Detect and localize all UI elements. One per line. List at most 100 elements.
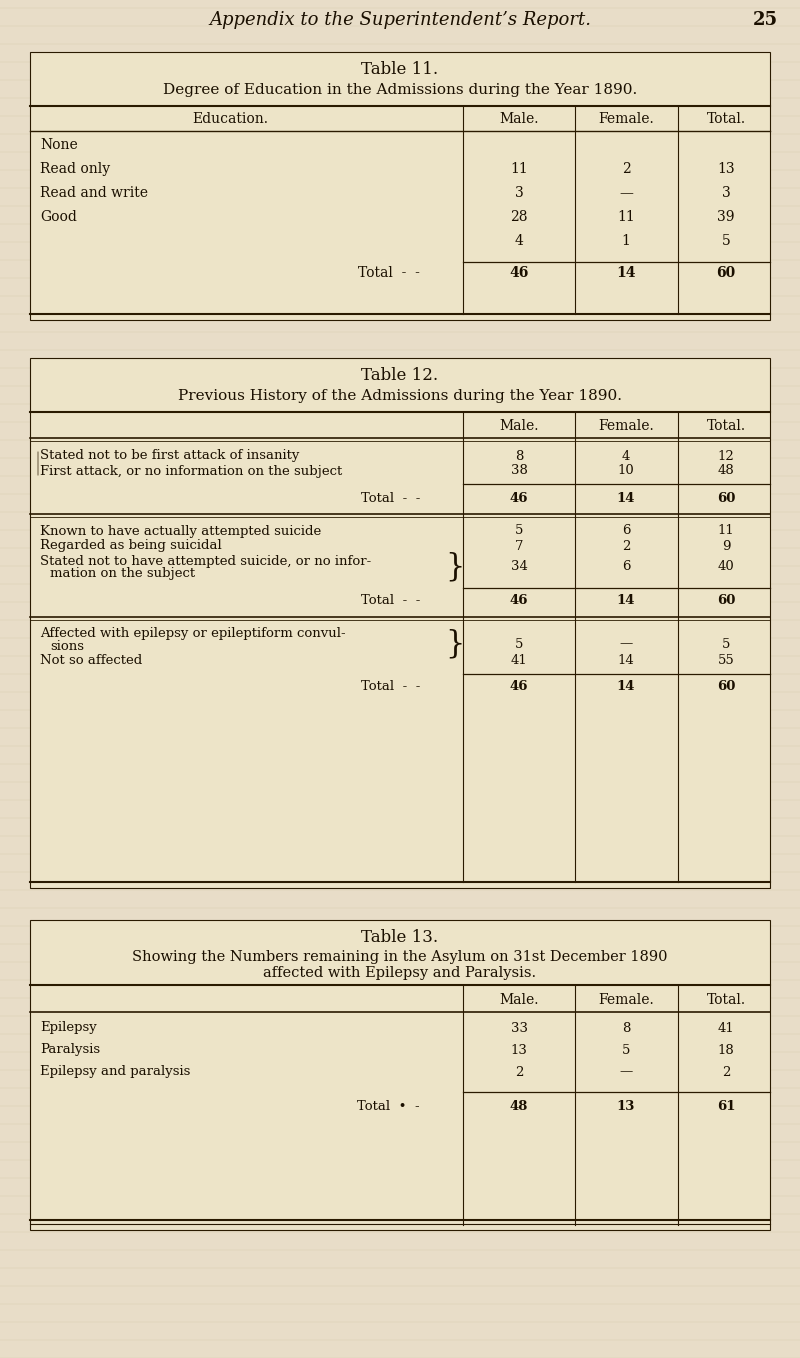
Text: 4: 4	[514, 234, 523, 249]
Text: —: —	[619, 1066, 633, 1078]
Bar	[30, 359, 770, 888]
Text: 5: 5	[722, 234, 730, 249]
Text: affected with Epilepsy and Paralysis.: affected with Epilepsy and Paralysis.	[263, 966, 537, 980]
Text: 11: 11	[510, 162, 528, 177]
Text: }: }	[446, 551, 465, 583]
Text: 34: 34	[510, 561, 527, 573]
Text: Education.: Education.	[192, 111, 268, 126]
Text: Table 11.: Table 11.	[362, 61, 438, 79]
Text: 60: 60	[717, 492, 735, 505]
Text: Male.: Male.	[499, 993, 538, 1008]
Text: 5: 5	[515, 637, 523, 650]
Text: Epilepsy: Epilepsy	[40, 1021, 97, 1035]
Text: 25: 25	[753, 11, 778, 29]
Text: 2: 2	[622, 162, 630, 177]
Text: Appendix to the Superintendent’s Report.: Appendix to the Superintendent’s Report.	[209, 11, 591, 29]
Text: 4: 4	[622, 449, 630, 463]
Text: 61: 61	[717, 1100, 735, 1112]
Text: Regarded as being suicidal: Regarded as being suicidal	[40, 539, 222, 553]
Text: Paralysis: Paralysis	[40, 1043, 100, 1057]
Text: 18: 18	[718, 1043, 734, 1057]
Text: Showing the Numbers remaining in the Asylum on 31st December 1890: Showing the Numbers remaining in the Asy…	[132, 951, 668, 964]
Text: 8: 8	[622, 1021, 630, 1035]
Text: 1: 1	[622, 234, 630, 249]
Text: Female.: Female.	[598, 420, 654, 433]
Text: sions: sions	[50, 641, 84, 653]
Text: 14: 14	[617, 680, 635, 694]
Text: Table 12.: Table 12.	[362, 368, 438, 384]
Text: 5: 5	[622, 1043, 630, 1057]
Text: 60: 60	[717, 595, 735, 607]
Text: Total  -  -: Total - -	[361, 492, 420, 505]
Text: Not so affected: Not so affected	[40, 655, 142, 668]
Text: Known to have actually attempted suicide: Known to have actually attempted suicide	[40, 524, 322, 538]
Text: 5: 5	[722, 637, 730, 650]
Text: 41: 41	[718, 1021, 734, 1035]
Text: Total.: Total.	[706, 993, 746, 1008]
Text: 55: 55	[718, 655, 734, 668]
Text: Female.: Female.	[598, 111, 654, 126]
Text: 10: 10	[618, 464, 634, 478]
Text: 46: 46	[510, 595, 528, 607]
Text: 13: 13	[717, 162, 735, 177]
Text: 11: 11	[718, 524, 734, 538]
Text: 60: 60	[716, 266, 736, 280]
Text: Total  -  -: Total - -	[358, 266, 420, 280]
Text: 14: 14	[616, 266, 636, 280]
Text: 9: 9	[722, 539, 730, 553]
Text: None: None	[40, 139, 78, 152]
Text: Table 13.: Table 13.	[362, 929, 438, 947]
Text: Degree of Education in the Admissions during the Year 1890.: Degree of Education in the Admissions du…	[163, 83, 637, 96]
Text: Male.: Male.	[499, 420, 538, 433]
Text: 40: 40	[718, 561, 734, 573]
Text: 48: 48	[718, 464, 734, 478]
Text: 33: 33	[510, 1021, 527, 1035]
Text: mation on the subject: mation on the subject	[50, 568, 195, 580]
Text: Total  -  -: Total - -	[361, 680, 420, 694]
Text: 41: 41	[510, 655, 527, 668]
Text: 28: 28	[510, 210, 528, 224]
Text: Stated not to be first attack of insanity: Stated not to be first attack of insanit…	[40, 449, 299, 463]
Text: —: —	[619, 186, 633, 200]
Text: Read only: Read only	[40, 162, 110, 177]
Bar	[30, 919, 770, 1230]
Text: Previous History of the Admissions during the Year 1890.: Previous History of the Admissions durin…	[178, 388, 622, 403]
Bar	[30, 52, 770, 320]
Text: 60: 60	[717, 680, 735, 694]
Text: 6: 6	[622, 561, 630, 573]
Text: 46: 46	[510, 680, 528, 694]
Text: 46: 46	[510, 492, 528, 505]
Text: 48: 48	[510, 1100, 528, 1112]
Text: 12: 12	[718, 449, 734, 463]
Text: 38: 38	[510, 464, 527, 478]
Text: 11: 11	[617, 210, 635, 224]
Text: 46: 46	[510, 266, 529, 280]
Text: Total  •  -: Total • -	[358, 1100, 420, 1112]
Text: Read and write: Read and write	[40, 186, 148, 200]
Text: 6: 6	[622, 524, 630, 538]
Text: Female.: Female.	[598, 993, 654, 1008]
Text: Total  -  -: Total - -	[361, 595, 420, 607]
Text: 2: 2	[622, 539, 630, 553]
Text: Epilepsy and paralysis: Epilepsy and paralysis	[40, 1066, 190, 1078]
Text: Total.: Total.	[706, 420, 746, 433]
Text: 2: 2	[722, 1066, 730, 1078]
Text: 13: 13	[510, 1043, 527, 1057]
Text: }: }	[446, 629, 465, 660]
Text: 14: 14	[618, 655, 634, 668]
Text: —: —	[619, 637, 633, 650]
Text: Good: Good	[40, 210, 77, 224]
Text: 5: 5	[515, 524, 523, 538]
Text: Male.: Male.	[499, 111, 538, 126]
Text: Total.: Total.	[706, 111, 746, 126]
Text: 14: 14	[617, 492, 635, 505]
Text: First attack, or no information on the subject: First attack, or no information on the s…	[40, 464, 342, 478]
Text: 2: 2	[515, 1066, 523, 1078]
Text: Stated not to have attempted suicide, or no infor-: Stated not to have attempted suicide, or…	[40, 554, 371, 568]
Text: 13: 13	[617, 1100, 635, 1112]
Text: 8: 8	[515, 449, 523, 463]
Text: 3: 3	[722, 186, 730, 200]
Text: 14: 14	[617, 595, 635, 607]
Text: 7: 7	[514, 539, 523, 553]
Text: Affected with epilepsy or epileptiform convul-: Affected with epilepsy or epileptiform c…	[40, 627, 346, 641]
